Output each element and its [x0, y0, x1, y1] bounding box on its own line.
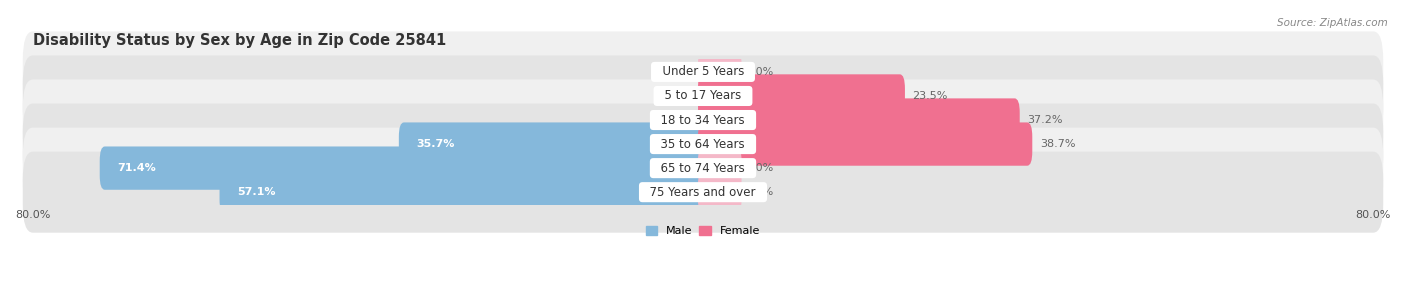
FancyBboxPatch shape [22, 31, 1384, 113]
Text: 35.7%: 35.7% [416, 139, 454, 149]
Text: 38.7%: 38.7% [1040, 139, 1076, 149]
Text: 37.2%: 37.2% [1028, 115, 1063, 125]
FancyBboxPatch shape [22, 80, 1384, 160]
Text: 0.0%: 0.0% [654, 115, 682, 125]
Text: 71.4%: 71.4% [117, 163, 156, 173]
FancyBboxPatch shape [399, 122, 709, 166]
FancyBboxPatch shape [697, 146, 741, 190]
Text: 23.5%: 23.5% [912, 91, 948, 101]
Text: 0.0%: 0.0% [654, 67, 682, 77]
Legend: Male, Female: Male, Female [641, 222, 765, 241]
Text: 65 to 74 Years: 65 to 74 Years [654, 162, 752, 175]
FancyBboxPatch shape [697, 122, 1032, 166]
Text: 0.0%: 0.0% [654, 91, 682, 101]
FancyBboxPatch shape [22, 152, 1384, 233]
FancyBboxPatch shape [697, 99, 1019, 142]
FancyBboxPatch shape [100, 146, 709, 190]
Text: 35 to 64 Years: 35 to 64 Years [654, 138, 752, 151]
FancyBboxPatch shape [697, 74, 905, 118]
FancyBboxPatch shape [697, 50, 741, 94]
Text: Source: ZipAtlas.com: Source: ZipAtlas.com [1277, 18, 1388, 28]
Text: 57.1%: 57.1% [238, 187, 276, 197]
FancyBboxPatch shape [219, 170, 709, 214]
Text: 18 to 34 Years: 18 to 34 Years [654, 113, 752, 127]
Text: 0.0%: 0.0% [745, 163, 773, 173]
Text: 5 to 17 Years: 5 to 17 Years [657, 89, 749, 102]
Text: 75 Years and over: 75 Years and over [643, 186, 763, 199]
Text: Disability Status by Sex by Age in Zip Code 25841: Disability Status by Sex by Age in Zip C… [32, 33, 446, 48]
FancyBboxPatch shape [697, 170, 741, 214]
FancyBboxPatch shape [22, 104, 1384, 185]
Text: 0.0%: 0.0% [745, 187, 773, 197]
FancyBboxPatch shape [22, 127, 1384, 209]
Text: Under 5 Years: Under 5 Years [655, 66, 751, 78]
FancyBboxPatch shape [22, 56, 1384, 137]
Text: 0.0%: 0.0% [745, 67, 773, 77]
